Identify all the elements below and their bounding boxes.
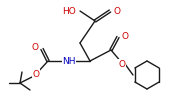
Text: O: O [122,32,129,41]
Text: NH: NH [62,57,76,66]
Text: O: O [31,43,38,52]
Text: O: O [32,70,40,79]
Text: O: O [118,60,126,69]
Text: HO: HO [62,7,76,16]
Text: O: O [114,6,121,15]
